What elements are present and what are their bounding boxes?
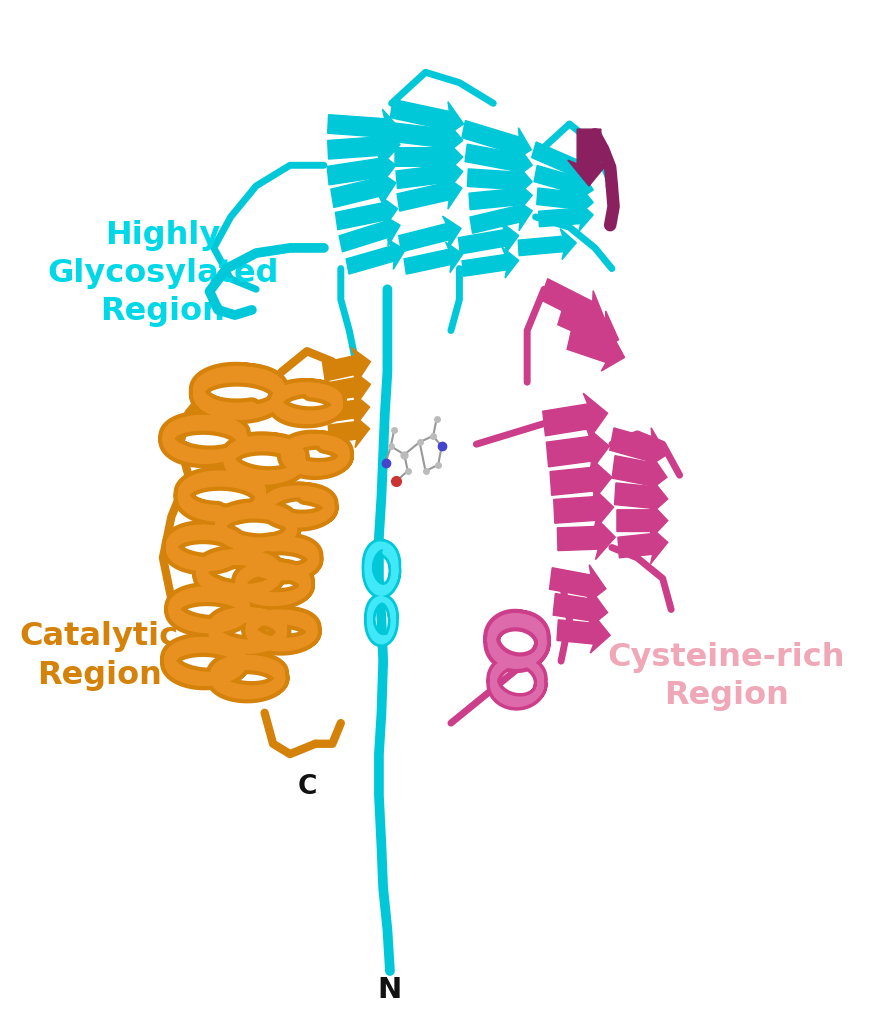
FancyArrow shape <box>328 127 400 164</box>
FancyArrow shape <box>612 451 667 495</box>
FancyArrow shape <box>395 156 462 191</box>
FancyArrow shape <box>556 614 609 653</box>
FancyArrow shape <box>324 370 370 405</box>
FancyArrow shape <box>330 169 395 208</box>
FancyArrow shape <box>327 150 395 187</box>
FancyArrow shape <box>467 163 532 198</box>
FancyArrow shape <box>614 476 667 518</box>
FancyArrow shape <box>542 394 607 440</box>
FancyArrow shape <box>458 222 518 255</box>
FancyArrow shape <box>617 525 667 564</box>
FancyArrow shape <box>549 565 605 605</box>
FancyArrow shape <box>616 500 667 541</box>
FancyArrow shape <box>339 214 400 252</box>
FancyArrow shape <box>557 516 614 560</box>
FancyArrow shape <box>549 457 611 502</box>
FancyArrow shape <box>469 198 532 233</box>
FancyArrow shape <box>567 328 624 371</box>
Text: N: N <box>377 975 401 1004</box>
FancyArrow shape <box>538 200 593 231</box>
FancyArrow shape <box>398 216 461 252</box>
FancyArrow shape <box>534 165 593 201</box>
Text: Cysteine-rich
Region: Cysteine-rich Region <box>607 643 844 711</box>
Text: Highly
Glycosylated
Region: Highly Glycosylated Region <box>47 220 278 327</box>
FancyArrow shape <box>396 175 461 211</box>
FancyArrow shape <box>553 486 613 531</box>
FancyArrow shape <box>395 138 462 176</box>
FancyArrow shape <box>518 228 575 259</box>
FancyArrow shape <box>553 589 607 630</box>
FancyArrow shape <box>536 184 593 217</box>
FancyArrow shape <box>461 121 531 162</box>
FancyArrow shape <box>461 247 518 278</box>
FancyArrow shape <box>346 240 405 274</box>
FancyArrow shape <box>326 393 369 427</box>
FancyArrow shape <box>557 304 618 351</box>
Text: Catalytic
Region: Catalytic Region <box>20 622 179 690</box>
FancyArrow shape <box>328 414 369 447</box>
FancyArrow shape <box>546 426 608 473</box>
FancyArrow shape <box>390 99 463 138</box>
FancyArrow shape <box>322 347 370 383</box>
FancyArrow shape <box>403 242 462 274</box>
FancyArrow shape <box>531 142 593 185</box>
FancyArrow shape <box>392 120 462 157</box>
FancyArrow shape <box>468 181 532 213</box>
Text: C: C <box>297 774 316 801</box>
FancyArrow shape <box>567 129 609 186</box>
FancyArrow shape <box>465 145 532 180</box>
FancyArrow shape <box>335 195 397 229</box>
FancyArrow shape <box>609 428 667 470</box>
FancyArrow shape <box>328 109 400 147</box>
FancyArrow shape <box>540 279 604 331</box>
